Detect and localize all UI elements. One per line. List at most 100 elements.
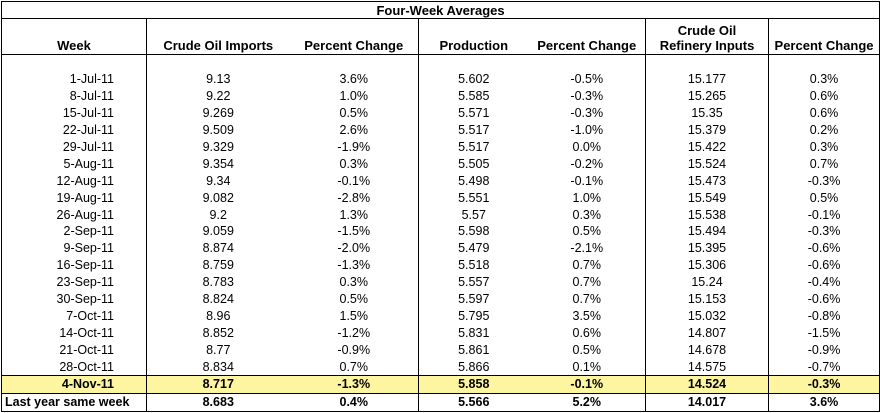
value-cell: 5.57 bbox=[461, 207, 486, 222]
week-cell: 5-Aug-11 bbox=[1, 155, 147, 173]
value-cell: 8.759 bbox=[202, 258, 234, 273]
title-row: Four-Week Averages bbox=[0, 1, 880, 19]
week-cell: 1-Jul-11 bbox=[1, 71, 147, 88]
value-cell: 5.795 bbox=[458, 308, 490, 323]
week-cell: Last year same week bbox=[1, 392, 147, 412]
value-cell: 0.5% bbox=[528, 341, 646, 359]
value-cell: -0.5% bbox=[528, 71, 646, 88]
week-cell: 9-Sep-11 bbox=[1, 239, 147, 257]
value-cell: 9.13 bbox=[206, 72, 231, 87]
column-header: Percent Change bbox=[289, 18, 419, 55]
value-cell: 5.557 bbox=[458, 275, 490, 290]
value-cell: 0.5% bbox=[289, 290, 419, 308]
value-cell: 9.329 bbox=[202, 140, 234, 154]
value-cell: 1.0% bbox=[289, 87, 419, 105]
table-row: 22-Jul-11 9.509 2.6% 5.517 -1.0% 15.379 0.2% bbox=[1, 121, 880, 139]
value-cell: 5.597 bbox=[458, 292, 490, 307]
value-cell: 0.5% bbox=[528, 223, 646, 240]
week-cell: 7-Oct-11 bbox=[1, 307, 147, 325]
value-cell: -1.9% bbox=[289, 138, 419, 156]
value-cell: 9.059 bbox=[202, 224, 234, 239]
value-cell: 9.34 bbox=[206, 173, 231, 188]
table-row: 9-Sep-11 8.874 -2.0% 5.479 -2.1% 15.395 -0.6% bbox=[1, 239, 880, 257]
value-cell: 8.834 bbox=[202, 359, 234, 374]
week-cell: 30-Sep-11 bbox=[1, 290, 147, 308]
table-title: Four-Week Averages bbox=[0, 1, 880, 19]
value-cell: 3.6% bbox=[767, 392, 880, 412]
value-cell: 0.5% bbox=[289, 104, 419, 122]
value-cell: 15.422 bbox=[687, 140, 727, 154]
value-cell: 14.524 bbox=[645, 375, 769, 394]
table-row: 15-Jul-11 9.269 0.5% 5.571 -0.3% 15.35 0.6% bbox=[1, 104, 880, 122]
week-cell: 22-Jul-11 bbox=[1, 121, 147, 139]
value-cell: -0.7% bbox=[767, 358, 880, 376]
value-cell: -1.3% bbox=[289, 256, 419, 274]
value-cell: -0.2% bbox=[528, 155, 646, 173]
value-cell: 14.807 bbox=[687, 325, 727, 340]
table-row: 2-Sep-11 9.059 -1.5% 5.598 0.5% 15.494 -0.3% bbox=[1, 223, 880, 240]
value-cell: -2.8% bbox=[289, 189, 419, 207]
week-cell: 23-Sep-11 bbox=[1, 273, 147, 291]
week-cell: 12-Aug-11 bbox=[1, 172, 147, 190]
value-cell: 15.306 bbox=[687, 258, 727, 273]
value-cell: 5.858 bbox=[418, 375, 529, 394]
value-cell: 5.517 bbox=[458, 140, 490, 154]
value-cell: -1.0% bbox=[528, 121, 646, 139]
value-cell: 15.032 bbox=[687, 308, 727, 323]
value-cell: 8.874 bbox=[202, 241, 234, 256]
header-row: Week Crude Oil Imports Percent Change Produ… bbox=[1, 18, 880, 55]
value-cell: -1.3% bbox=[289, 375, 419, 394]
week-cell: 4-Nov-11 bbox=[1, 375, 147, 394]
value-cell: 1.5% bbox=[289, 307, 419, 325]
value-cell: 15.494 bbox=[687, 224, 727, 239]
value-cell: -0.1% bbox=[767, 206, 880, 224]
table-row: 4-Nov-11 8.717 -1.3% 5.858 -0.1% 14.524 -0.3% bbox=[1, 375, 880, 394]
value-cell: 8.824 bbox=[202, 292, 234, 307]
week-cell: 2-Sep-11 bbox=[1, 223, 147, 240]
value-cell: 5.551 bbox=[458, 190, 490, 205]
value-cell: 8.77 bbox=[206, 342, 231, 357]
value-cell: 0.3% bbox=[767, 71, 880, 88]
value-cell: 5.598 bbox=[458, 224, 490, 239]
column-header: Crude Oil Imports bbox=[146, 18, 290, 55]
value-cell: 5.831 bbox=[458, 325, 490, 340]
column-header: Production bbox=[418, 18, 529, 55]
value-cell: 8.717 bbox=[146, 375, 290, 394]
value-cell: -0.3% bbox=[767, 172, 880, 190]
value-cell: 5.566 bbox=[418, 392, 529, 412]
value-cell: -0.1% bbox=[289, 172, 419, 190]
value-cell: 5.571 bbox=[458, 106, 490, 121]
value-cell: 0.7% bbox=[528, 273, 646, 291]
value-cell: 0.3% bbox=[289, 273, 419, 291]
value-cell: 0.3% bbox=[528, 206, 646, 224]
table-row: 5-Aug-11 9.354 0.3% 5.505 -0.2% 15.524 0.7% bbox=[1, 155, 880, 173]
week-cell: 8-Jul-11 bbox=[1, 87, 147, 105]
value-cell: 8.783 bbox=[202, 275, 234, 290]
value-cell: 15.265 bbox=[687, 89, 727, 104]
week-cell: 14-Oct-11 bbox=[1, 324, 147, 342]
value-cell: -2.1% bbox=[528, 239, 646, 257]
table-row: 12-Aug-11 9.34 -0.1% 5.498 -0.1% 15.473 -0.3% bbox=[1, 172, 880, 190]
table-row: 8-Jul-11 9.22 1.0% 5.585 -0.3% 15.265 0.6% bbox=[1, 87, 880, 105]
value-cell: 0.4% bbox=[289, 392, 419, 412]
value-cell: -0.8% bbox=[767, 307, 880, 325]
table-row: 7-Oct-11 8.96 1.5% 5.795 3.5% 15.032 -0.8% bbox=[1, 307, 880, 325]
week-cell: 19-Aug-11 bbox=[1, 189, 147, 207]
value-cell: 15.473 bbox=[687, 173, 727, 188]
value-cell: 9.509 bbox=[202, 123, 234, 138]
table-row: 23-Sep-11 8.783 0.3% 5.557 0.7% 15.24 -0.4% bbox=[1, 273, 880, 291]
value-cell: 9.22 bbox=[206, 89, 231, 104]
value-cell: 2.6% bbox=[289, 121, 419, 139]
value-cell: 3.6% bbox=[289, 71, 419, 88]
value-cell: 15.549 bbox=[687, 190, 727, 205]
value-cell: 0.3% bbox=[289, 155, 419, 173]
value-cell: 9.354 bbox=[202, 156, 234, 171]
week-cell: 29-Jul-11 bbox=[1, 138, 147, 156]
value-cell: 5.585 bbox=[458, 89, 490, 104]
column-header: Week bbox=[1, 18, 147, 55]
table-row: 21-Oct-11 8.77 -0.9% 5.861 0.5% 14.678 -0.9% bbox=[1, 341, 880, 359]
value-cell: 0.7% bbox=[289, 358, 419, 376]
value-cell: -0.6% bbox=[767, 290, 880, 308]
table-row: 28-Oct-11 8.834 0.7% 5.866 0.1% 14.575 -0.7% bbox=[1, 358, 880, 376]
